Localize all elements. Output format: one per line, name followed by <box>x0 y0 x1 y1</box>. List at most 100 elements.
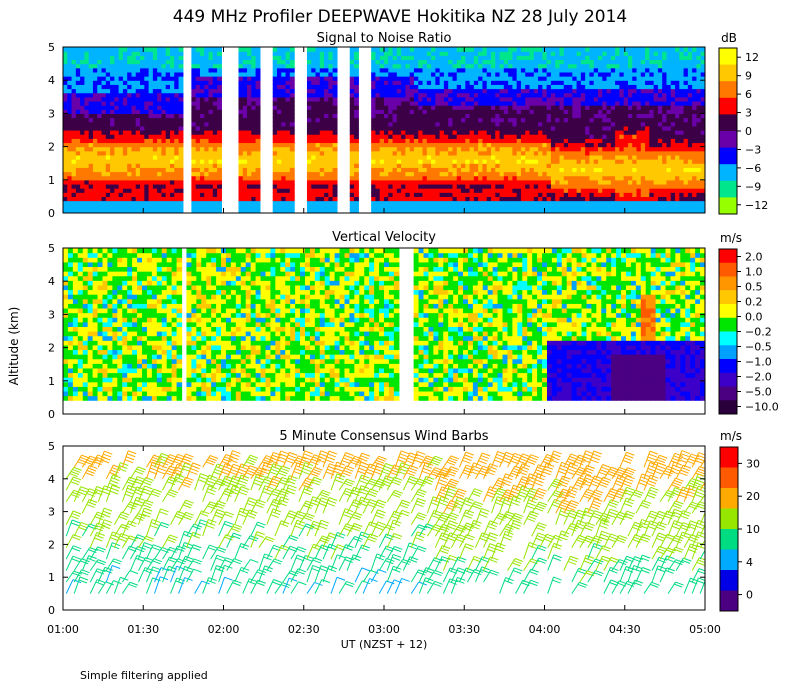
snr-cell <box>131 59 137 65</box>
snr-cell <box>251 63 257 69</box>
snr-cell <box>105 71 111 77</box>
snr-cell <box>533 146 539 152</box>
snr-cell <box>152 167 158 173</box>
snr-cell <box>632 183 638 189</box>
snr-cell <box>174 76 180 81</box>
snr-cell <box>63 105 68 110</box>
snr-cell <box>144 109 150 114</box>
snr-cell <box>315 200 321 206</box>
snr-cell <box>619 192 625 197</box>
snr-cell <box>392 138 398 144</box>
snr-cell <box>67 142 73 148</box>
snr-cell <box>418 130 424 135</box>
snr-cell <box>354 159 359 164</box>
snr-cell <box>165 71 171 77</box>
snr-cell <box>354 134 359 139</box>
snr-cell <box>148 159 154 164</box>
snr-cell <box>645 142 650 148</box>
snr-cell <box>396 175 402 181</box>
snr-cell <box>122 134 128 139</box>
snr-cell <box>110 59 115 65</box>
snr-cell <box>242 63 248 69</box>
snr-cell <box>559 100 565 106</box>
snr-cell <box>384 179 389 185</box>
snr-cell <box>114 67 120 73</box>
snr-cell <box>84 117 90 123</box>
snr-cell <box>491 113 496 119</box>
snr-cell <box>443 76 449 81</box>
snr-cell <box>649 55 655 61</box>
snr-cell <box>328 67 334 73</box>
snr-cell <box>371 47 377 52</box>
snr-cell <box>127 51 133 56</box>
snr-cell <box>632 51 638 56</box>
snr-cell <box>478 80 484 85</box>
snr-cell <box>615 51 620 56</box>
snr-cell <box>516 117 522 123</box>
snr-cell <box>71 51 77 56</box>
snr-cell <box>88 150 94 156</box>
snr-cell <box>92 208 98 213</box>
snr-cell <box>585 92 591 98</box>
snr-cell <box>122 171 128 177</box>
snr-cell <box>311 171 317 177</box>
snr-cell <box>418 96 424 102</box>
snr-cell <box>315 192 321 197</box>
snr-cell <box>525 134 531 139</box>
snr-cell <box>606 134 612 139</box>
snr-cell <box>529 105 535 110</box>
snr-cell <box>426 200 432 206</box>
snr-cell <box>486 92 492 98</box>
snr-cell <box>645 204 650 210</box>
snr-cell <box>148 51 154 56</box>
snr-cell <box>332 92 338 98</box>
snr-cell <box>443 55 449 61</box>
snr-cell <box>602 150 608 156</box>
snr-cell <box>568 167 573 173</box>
snr-cell <box>319 196 325 202</box>
snr-cell <box>482 208 488 213</box>
snr-cell <box>555 88 561 94</box>
snr-cell <box>247 80 252 85</box>
snr-cell <box>598 204 603 210</box>
snr-cell <box>666 109 672 114</box>
snr-cell <box>101 154 107 160</box>
snr-cell <box>409 80 415 85</box>
snr-cell <box>238 146 244 152</box>
snr-cell <box>645 183 650 189</box>
snr-cell <box>354 163 359 168</box>
snr-cell <box>375 146 381 152</box>
snr-cell <box>238 196 244 202</box>
snr-cell <box>332 208 338 213</box>
snr-cell <box>195 121 201 127</box>
snr-cell <box>632 130 638 135</box>
snr-cell <box>418 117 424 123</box>
snr-cell <box>482 76 488 81</box>
snr-cell <box>491 92 496 98</box>
snr-cell <box>486 179 492 185</box>
snr-cell <box>465 134 471 139</box>
snr-cell <box>546 100 552 106</box>
snr-cell <box>371 163 377 168</box>
snr-cell <box>670 117 676 123</box>
snr-cell <box>170 96 175 102</box>
snr-cell <box>473 117 479 123</box>
snr-cell <box>499 196 505 202</box>
snr-cell <box>170 192 175 197</box>
snr-cell <box>255 125 261 131</box>
snr-cell <box>486 63 492 69</box>
snr-cell <box>174 67 180 73</box>
snr-cell <box>503 192 509 197</box>
snr-cell <box>88 167 94 173</box>
snr-cell <box>131 67 137 73</box>
snr-cell <box>645 146 650 152</box>
snr-cell <box>118 105 124 110</box>
snr-cell <box>550 159 556 164</box>
snr-cell <box>499 183 505 189</box>
snr-cell <box>452 208 458 213</box>
snr-cell <box>396 59 402 65</box>
snr-cell <box>512 167 518 173</box>
snr-cell <box>576 204 582 210</box>
snr-cell <box>653 154 659 160</box>
snr-cell <box>491 171 496 177</box>
